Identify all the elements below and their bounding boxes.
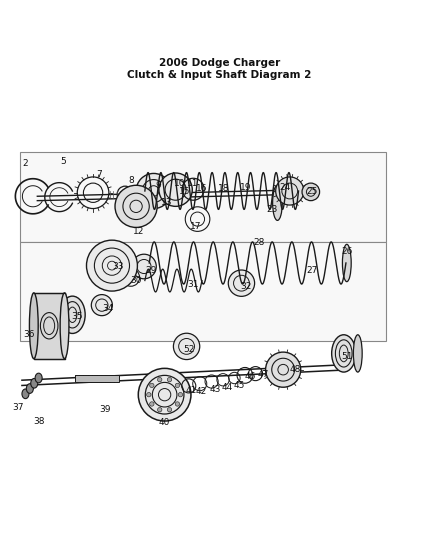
Ellipse shape: [353, 335, 361, 372]
Ellipse shape: [272, 185, 282, 221]
Text: 40: 40: [159, 418, 170, 427]
Circle shape: [86, 240, 137, 291]
Circle shape: [173, 333, 199, 360]
Circle shape: [146, 392, 151, 397]
Circle shape: [175, 383, 179, 387]
Text: 45: 45: [233, 381, 244, 390]
Text: 44: 44: [221, 383, 233, 392]
Circle shape: [131, 254, 156, 279]
Text: 17: 17: [189, 222, 201, 231]
Text: 12: 12: [132, 227, 144, 236]
Text: 10: 10: [174, 179, 185, 188]
Circle shape: [157, 408, 162, 412]
Circle shape: [138, 368, 191, 421]
Text: 25: 25: [305, 188, 317, 196]
Circle shape: [159, 173, 192, 206]
Text: 16: 16: [196, 184, 207, 193]
Bar: [20, 152, 385, 243]
Text: 42: 42: [195, 387, 206, 396]
Text: 38: 38: [33, 416, 44, 425]
Circle shape: [301, 183, 319, 200]
Text: 28: 28: [253, 238, 264, 247]
Text: 39: 39: [99, 405, 111, 414]
Text: 31: 31: [187, 280, 198, 288]
Circle shape: [178, 392, 182, 397]
Bar: [20, 243, 385, 341]
Text: 41: 41: [185, 386, 196, 395]
Text: 34: 34: [102, 304, 113, 313]
Text: 33: 33: [113, 262, 124, 271]
Text: 2006 Dodge Charger
Clutch & Input Shaft Diagram 2: 2006 Dodge Charger Clutch & Input Shaft …: [127, 58, 311, 79]
Ellipse shape: [31, 378, 38, 388]
Text: 23: 23: [266, 205, 277, 214]
Ellipse shape: [60, 296, 85, 334]
Text: 37: 37: [13, 403, 24, 413]
Ellipse shape: [22, 389, 29, 399]
Text: 11: 11: [187, 179, 198, 188]
Text: 18: 18: [218, 184, 229, 193]
Text: 19: 19: [240, 183, 251, 192]
Circle shape: [275, 177, 303, 205]
Text: 48: 48: [289, 365, 300, 374]
Ellipse shape: [29, 293, 38, 359]
Text: 35: 35: [71, 312, 82, 321]
Text: 27: 27: [305, 266, 317, 276]
Text: 8: 8: [128, 176, 134, 185]
Ellipse shape: [60, 293, 69, 359]
Circle shape: [91, 295, 112, 316]
Bar: [74, 375, 118, 382]
Ellipse shape: [342, 244, 350, 281]
Ellipse shape: [331, 335, 355, 372]
Text: 7: 7: [95, 170, 102, 179]
Bar: [34, 293, 64, 359]
Circle shape: [175, 402, 179, 406]
Circle shape: [265, 352, 300, 387]
Circle shape: [228, 270, 254, 296]
Circle shape: [149, 383, 154, 387]
Text: 15: 15: [178, 188, 190, 196]
Text: 2: 2: [23, 159, 28, 168]
Text: 46: 46: [244, 372, 255, 381]
Ellipse shape: [26, 384, 33, 393]
Circle shape: [115, 185, 157, 228]
Text: 36: 36: [23, 330, 34, 339]
Circle shape: [167, 408, 171, 412]
Text: 43: 43: [209, 385, 220, 394]
Text: 47: 47: [257, 369, 268, 378]
Text: 5: 5: [60, 157, 67, 166]
Text: 32: 32: [240, 282, 251, 291]
Text: 9: 9: [155, 181, 161, 190]
Circle shape: [157, 377, 162, 382]
Text: 51: 51: [340, 352, 352, 361]
Circle shape: [149, 402, 154, 406]
Text: 30: 30: [130, 276, 141, 285]
Ellipse shape: [35, 373, 42, 383]
Text: 24: 24: [279, 183, 290, 192]
Text: 52: 52: [183, 345, 194, 354]
Text: 29: 29: [145, 266, 157, 276]
Text: 26: 26: [340, 247, 352, 256]
Circle shape: [167, 377, 171, 382]
Text: 13: 13: [161, 198, 172, 207]
Circle shape: [136, 173, 171, 208]
